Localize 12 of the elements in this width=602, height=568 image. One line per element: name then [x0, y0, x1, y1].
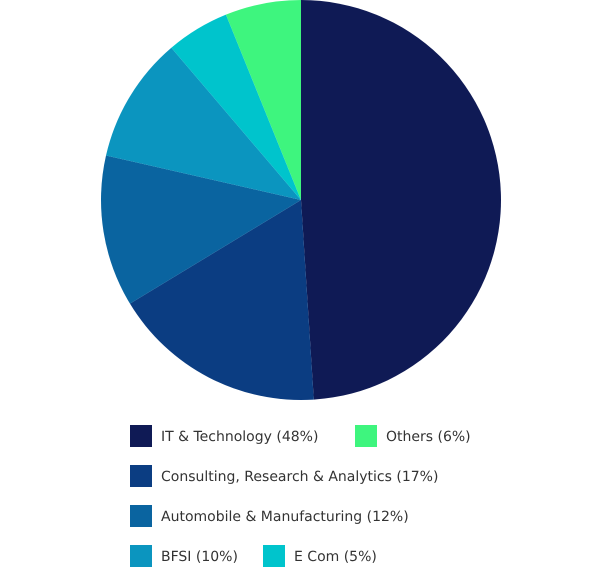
pie-slice [301, 0, 501, 400]
legend-label: Automobile & Manufacturing (12%) [161, 509, 409, 525]
legend-label: E Com (5%) [294, 549, 377, 565]
pie-slice [101, 155, 301, 304]
pie-slice [226, 0, 301, 200]
pie-slice [106, 48, 301, 200]
pie-slice [130, 200, 314, 400]
legend-label: Others (6%) [386, 429, 471, 445]
legend-label: Consulting, Research & Analytics (17%) [161, 469, 438, 485]
pie-slice [171, 14, 301, 200]
legend-label: BFSI (10%) [161, 549, 238, 565]
legend-label: IT & Technology (48%) [161, 429, 318, 445]
